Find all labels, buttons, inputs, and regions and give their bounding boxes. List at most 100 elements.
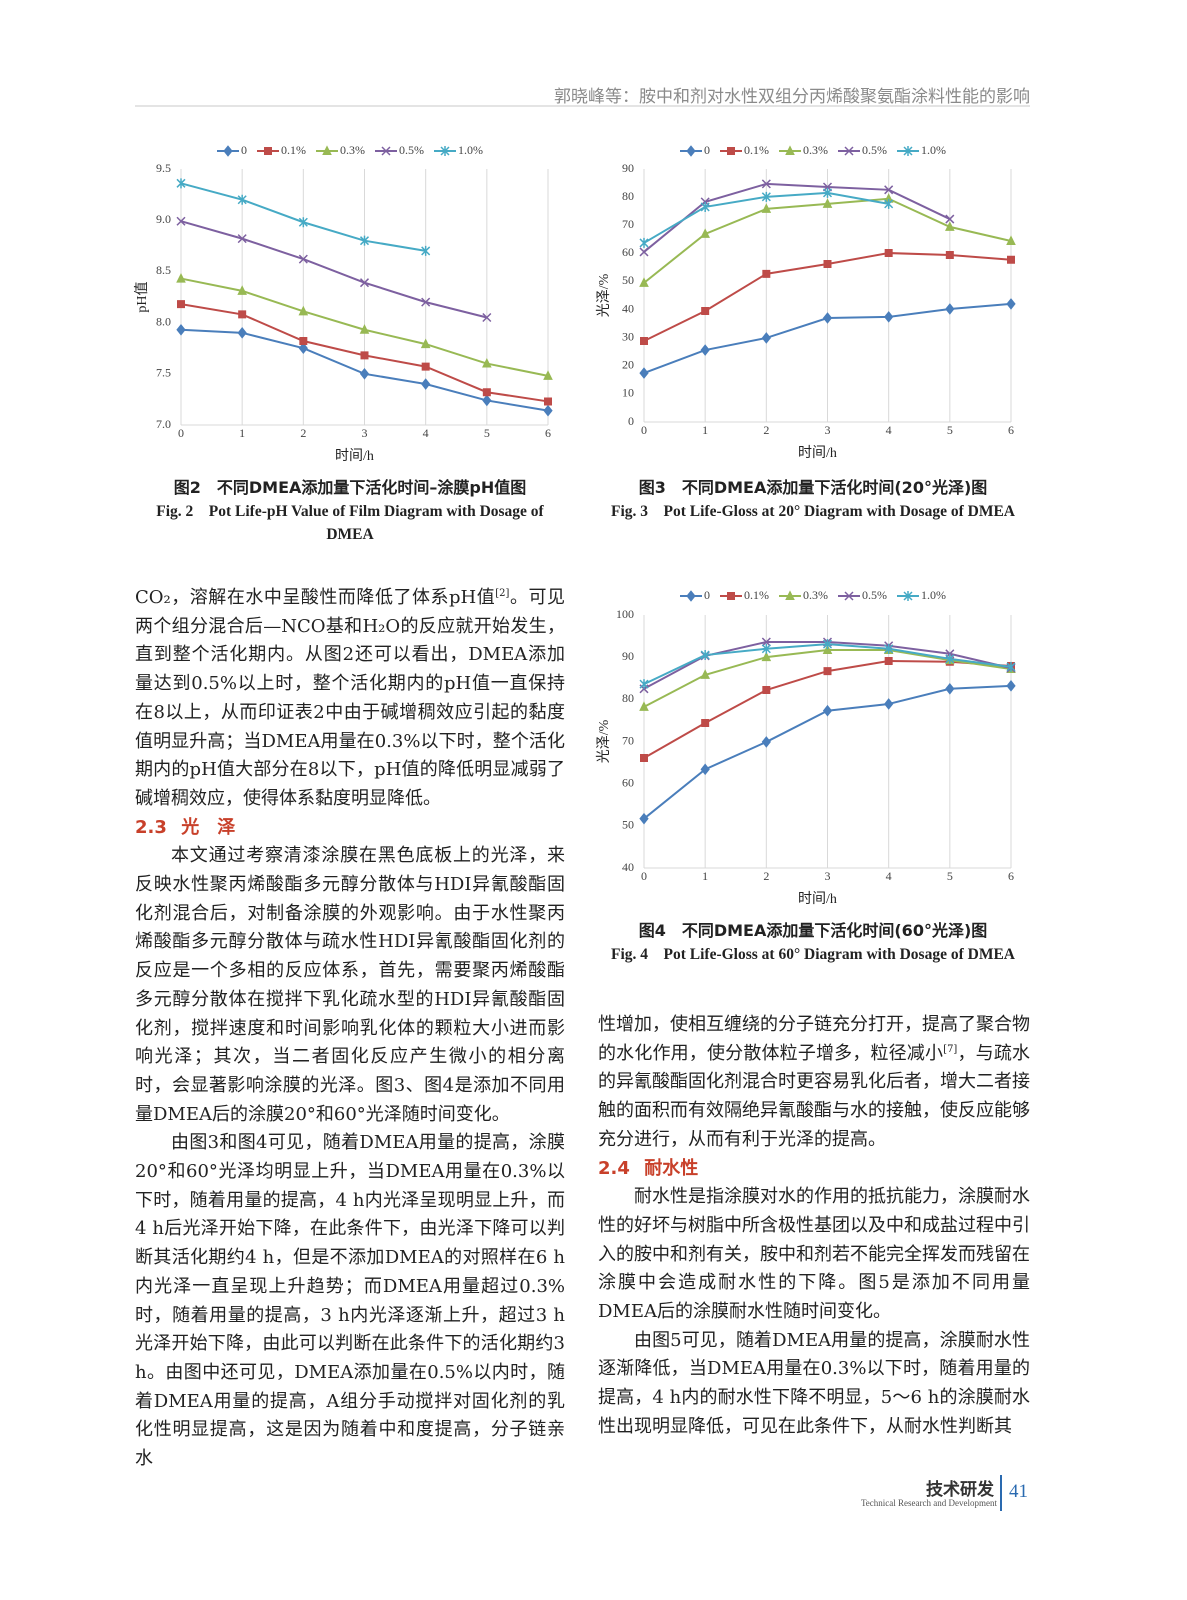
text-run: 性增加，使相互缠绕的分子链充分打开，提高了聚合物的水化作用，使分散体粒子增多，粒… [598,1014,1030,1064]
y-tick-label: 80 [622,189,634,203]
x-tick-label: 6 [545,426,551,440]
y-tick-label: 40 [622,860,634,874]
section-number: 2.4 [598,1157,630,1179]
marker [761,203,772,213]
x-axis-title: 时间/h [798,445,837,461]
marker [761,191,771,202]
y-tick-label: 10 [622,386,634,400]
legend: 0 0.1% 0.3% 0.5% 1.0% [217,143,483,157]
text-run: 本文通过考察清漆涂膜在黑色底板上的光泽，来反映水性聚丙烯酸酯多元醇分散体与HDI… [135,845,565,1125]
legend-label: 0.3% [803,588,828,602]
x-tick-label: 5 [947,869,953,883]
marker [359,235,370,246]
marker [639,237,649,248]
marker [785,145,795,155]
x-tick-label: 1 [239,426,245,440]
marker [945,251,954,260]
footer-section: 技术研发 [926,1480,994,1500]
legend-label: 0.3% [803,143,828,157]
marker [686,145,696,157]
legend: 0 0.1% 0.3% 0.5% 1.0% [680,143,946,157]
citation: [2] [495,588,510,599]
marker [761,332,771,344]
section-heading: 2.3 光 泽 [135,814,565,843]
series-line [643,182,951,253]
legend-item: 0.1% [720,143,769,157]
text-run: 。可见两个组分混合后—NCO基和H₂O的反应就开始发生，直到整个活化期内。从图2… [135,587,566,809]
paragraph: 耐水性是指涂膜对水的作用的抵抗能力，涂膜耐水性的好坏与树脂中所含极性基团以及中和… [598,1183,1030,1327]
text-run: CO₂，溶解在水中呈酸性而降低了体系pH值 [135,587,496,608]
marker [822,198,833,208]
x-tick-label: 5 [484,426,490,440]
y-axis-title: 光泽/% [596,273,612,317]
legend-item: 0.3% [316,143,365,157]
text-run: 耐水性是指涂膜对水的作用的抵抗能力，涂膜耐水性的好坏与树脂中所含极性基团以及中和… [598,1186,1030,1323]
marker [639,812,649,825]
section-heading: 2.4 耐水性 [598,1155,1030,1184]
marker [727,592,735,600]
y-tick-label: 50 [622,818,634,832]
text-run: 由图3和图4可见，随着DMEA用量的提高，涂膜20°和60°光泽均明显上升，当D… [135,1132,565,1470]
y-tick-label: 30 [622,329,634,343]
marker [701,718,710,727]
marker [421,245,431,256]
legend: 0 0.1% 0.3% 0.5% 1.0% [680,588,946,602]
marker [1006,661,1016,672]
y-axis-title: pH值 [134,281,150,312]
marker [884,198,894,209]
marker [237,285,247,295]
marker [482,394,492,407]
caption-en: Fig. 2 Pot Life-pH Value of Film Diagram… [156,503,544,543]
x-tick-label: 1 [702,423,708,437]
marker [237,327,247,339]
series-line [180,220,488,319]
marker [701,306,710,315]
marker [223,145,233,157]
marker [823,260,832,269]
y-tick-label: 8.5 [156,263,171,277]
marker [264,147,272,155]
footer-bar [1000,1475,1002,1511]
y-tick-label: 50 [622,273,634,287]
legend-item: 0.3% [779,588,828,602]
caption-zh: 图2 不同DMEA添加量下活化时间–涂膜pH值图 [173,478,527,497]
x-axis-title: 时间/h [335,448,374,464]
paragraph: 由图3和图4可见，随着DMEA用量的提高，涂膜20°和60°光泽均明显上升，当D… [135,1129,565,1473]
x-tick-label: 3 [825,423,831,437]
legend-label: 0.5% [862,143,887,157]
legend-label: 0.5% [862,588,887,602]
y-tick-label: 0 [628,414,634,428]
x-tick-label: 3 [362,426,368,440]
x-tick-label: 4 [886,423,892,437]
marker [482,388,491,397]
marker [945,682,955,695]
marker [884,656,893,665]
marker [884,311,894,323]
figure-caption: 图4 不同DMEA添加量下活化时间(60°光泽)图 Fig. 4 Pot Lif… [598,919,1028,966]
legend-label: 0 [241,143,247,157]
text-column: CO₂，溶解在水中呈酸性而降低了体系pH值[2]。可见两个组分混合后—NCO基和… [135,584,565,1474]
x-tick-label: 0 [178,426,184,440]
marker [700,669,710,679]
legend-item: 0.5% [375,143,424,157]
legend-item: 0.5% [838,588,887,602]
marker [482,312,492,323]
section-number: 2.3 [135,816,167,838]
marker [1007,255,1015,264]
paragraph: 由图5可见，随着DMEA用量的提高，涂膜耐水性逐渐降低，当DMEA用量在0.3%… [598,1327,1030,1442]
legend-item: 1.0% [434,143,483,157]
y-tick-label: 9.0 [156,212,171,226]
figure-caption: 图2 不同DMEA添加量下活化时间–涂膜pH值图 Fig. 2 Pot Life… [135,476,565,546]
marker [844,146,854,156]
marker [176,323,186,336]
section-title: 耐水性 [644,1157,699,1179]
text-column: 性增加，使相互缠绕的分子链充分打开，提高了聚合物的水化作用，使分散体粒子增多，粒… [598,1011,1030,1442]
marker [440,146,450,156]
y-tick-label: 90 [622,161,634,175]
citation: [7] [943,1043,958,1055]
legend-item: 1.0% [897,588,946,602]
figure-caption: 图3 不同DMEA添加量下活化时间(20°光泽)图 Fig. 3 Pot Lif… [598,476,1028,523]
marker [359,324,370,334]
y-tick-label: 7.5 [156,366,171,380]
